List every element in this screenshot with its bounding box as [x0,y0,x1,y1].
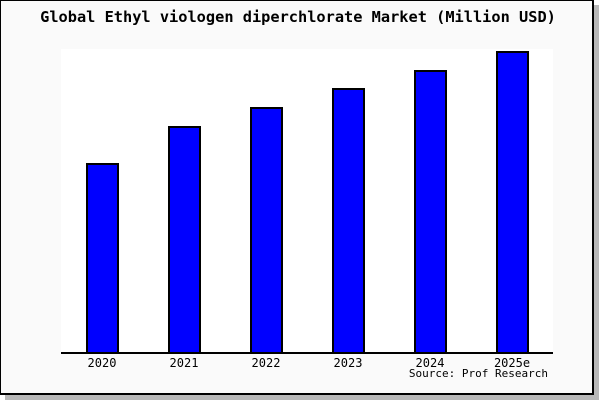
x-tick-label-2023: 2023 [333,356,363,370]
bar-2024 [413,70,447,352]
x-axis-tick-labels: 2020 2021 2022 2023 2024 2025e [61,356,553,370]
x-tick-label-2022: 2022 [251,356,281,370]
x-tick-label-2021: 2021 [169,356,199,370]
x-tick-label-2024: 2024 [415,356,445,370]
x-tick-label-2020: 2020 [87,356,117,370]
bar-2023 [331,88,365,352]
source-note: Source: Prof Research [408,367,548,380]
plot-area [61,49,553,354]
bar-2025e [495,51,529,352]
chart-title: Global Ethyl viologen diperchlorate Mark… [40,8,556,26]
x-tick-label-2025e: 2025e [493,356,531,370]
bar-2021 [167,126,201,352]
bar-2022 [249,107,283,352]
bar-2020 [85,163,119,352]
chart-frame: Global Ethyl viologen diperchlorate Mark… [0,0,594,395]
